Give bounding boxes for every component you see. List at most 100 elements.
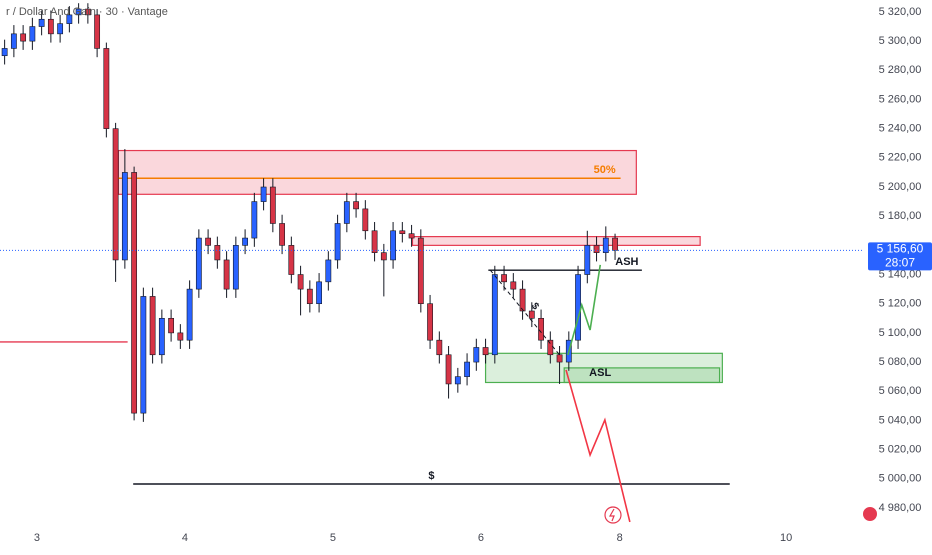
y-tick-label: 5 240,00 (879, 123, 922, 135)
y-tick-label: 5 260,00 (879, 93, 922, 105)
candle-body (195, 237, 202, 290)
alert-icon-bolt (608, 508, 615, 522)
candle-body (297, 274, 304, 290)
candle-body (491, 274, 498, 356)
candle-body (602, 237, 609, 253)
candle-body (575, 274, 581, 341)
candle-body (362, 208, 369, 232)
candle-body (242, 237, 248, 246)
y-tick-label: 5 100,00 (879, 327, 922, 339)
candle-body (186, 288, 193, 341)
x-tick-label: 5 (330, 532, 336, 544)
candle-body (538, 317, 544, 341)
y-tick-label: 5 140,00 (879, 268, 922, 280)
plot-area (0, 3, 730, 523)
candle-body (57, 23, 64, 35)
zone (411, 236, 701, 246)
candle-body (140, 296, 147, 414)
candle-body (177, 332, 184, 341)
candle-body (445, 354, 452, 385)
candle-body (205, 237, 212, 246)
candle-body (121, 172, 128, 261)
candle-body (325, 259, 332, 283)
candle-body (612, 237, 618, 251)
candle-body (269, 186, 276, 224)
y-tick-label: 5 320,00 (879, 6, 922, 18)
candle-body (10, 33, 17, 49)
candle-body (547, 339, 554, 356)
zone (563, 367, 721, 384)
candle-body (158, 317, 165, 356)
candle-body (334, 223, 341, 261)
level-label: 50% (594, 164, 616, 176)
candle-body (214, 245, 221, 261)
x-tick-label: 4 (182, 532, 188, 544)
candle-body (306, 288, 313, 305)
candle-body (288, 245, 295, 275)
candle-body (149, 296, 156, 356)
candle-body (390, 230, 396, 261)
candle-body (556, 354, 563, 363)
y-tick-label: 5 120,00 (879, 298, 922, 310)
candle-body (251, 201, 258, 239)
y-tick-label: 5 060,00 (879, 385, 922, 397)
candle-body (1, 48, 8, 57)
candle-body (593, 245, 600, 253)
candle-body (232, 245, 239, 290)
candle-body (501, 274, 507, 283)
candle-body (343, 201, 350, 224)
last-price-label: 5 156,60 (877, 241, 924, 255)
candle-body (427, 303, 433, 341)
x-tick-label: 8 (617, 532, 623, 544)
candle-body (454, 376, 461, 385)
candle-body (473, 347, 480, 363)
y-tick-label: 5 000,00 (879, 473, 922, 485)
flag-icon[interactable] (863, 507, 877, 521)
candle-body (131, 172, 138, 414)
y-tick-label: 4 980,00 (879, 502, 922, 514)
candle-body (112, 128, 119, 261)
candle-body (371, 230, 378, 253)
candle-body (94, 14, 101, 49)
candle-body (417, 237, 424, 305)
level-label: $ (428, 470, 434, 482)
x-tick-label: 3 (34, 532, 40, 544)
candle-body (75, 8, 82, 16)
candle-body (279, 223, 285, 246)
x-tick-label: 6 (478, 532, 484, 544)
y-tick-label: 5 020,00 (879, 443, 922, 455)
countdown-label: 28:07 (885, 255, 915, 269)
y-tick-label: 5 080,00 (879, 356, 922, 368)
alert-icon[interactable] (604, 506, 622, 524)
candle-body (519, 288, 526, 312)
zone-label: ASL (589, 367, 611, 379)
candle-body (38, 18, 45, 27)
projection-path (567, 264, 602, 356)
zone (117, 149, 637, 195)
candle-body (528, 310, 535, 319)
candle-body (584, 245, 591, 275)
candle-body (66, 14, 73, 24)
candle-body (316, 281, 322, 305)
last-price-box (868, 242, 932, 271)
level-label: ASH (615, 256, 638, 268)
candle-body (408, 233, 415, 239)
candle-body (399, 230, 406, 234)
candle-body (223, 259, 230, 290)
candle-body (464, 361, 470, 377)
y-tick-label: 5 040,00 (879, 414, 922, 426)
y-tick-label: 5 300,00 (879, 35, 922, 47)
candle-body (103, 48, 110, 129)
candle-body (47, 18, 54, 35)
candle-body (84, 8, 91, 16)
candle-body (168, 317, 175, 334)
candle-body (353, 201, 359, 210)
y-tick-label: 5 280,00 (879, 64, 922, 76)
projection-path (489, 269, 560, 356)
x-tick-label: 10 (780, 532, 792, 544)
chart-title: r / Dollar And Gain · 30 · Vantage (6, 6, 168, 18)
candle-body (20, 33, 27, 42)
